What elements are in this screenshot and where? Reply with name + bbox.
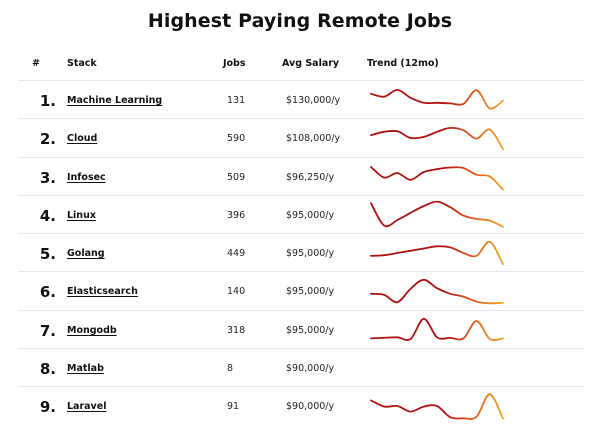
jobs-count: 509 bbox=[227, 171, 246, 183]
trend-sparkline bbox=[370, 393, 504, 421]
stack-link[interactable]: Machine Learning bbox=[67, 95, 163, 106]
table-row: 5. Golang 449 $95,000/y bbox=[18, 234, 584, 273]
rank-number: 8. bbox=[39, 360, 56, 379]
table-row: 9. Laravel 91 $90,000/y bbox=[18, 387, 584, 424]
avg-salary: $90,000/y bbox=[286, 401, 335, 413]
stack-link[interactable]: Infosec bbox=[67, 171, 106, 183]
trend-sparkline bbox=[370, 241, 504, 266]
jobs-count: 396 bbox=[227, 209, 246, 221]
trend-sparkline bbox=[370, 200, 504, 228]
stack-link[interactable]: Matlab bbox=[67, 363, 104, 375]
avg-salary: $95,000/y bbox=[286, 248, 335, 260]
trend-sparkline bbox=[370, 89, 504, 110]
avg-salary: $96,250/y bbox=[286, 171, 335, 183]
trend-sparkline bbox=[370, 317, 504, 341]
table-row: 1. Machine Learning 131 $130,000/y bbox=[18, 81, 584, 120]
trend-sparkline bbox=[367, 351, 507, 385]
avg-salary: $95,000/y bbox=[286, 324, 335, 336]
table-row: 4. Linux 396 $95,000/y bbox=[18, 196, 584, 235]
table-body: 1. Machine Learning 131 $130,000/y 2. Cloud 59… bbox=[18, 81, 584, 425]
jobs-count: 131 bbox=[227, 95, 246, 106]
stack-link[interactable]: Laravel bbox=[67, 401, 107, 413]
rank-number: 3. bbox=[39, 168, 56, 187]
trend-line bbox=[370, 165, 504, 191]
rank-number: 1. bbox=[39, 92, 56, 110]
rank-number: 6. bbox=[39, 283, 56, 302]
table-row: 3. Infosec 509 $96,250/y bbox=[18, 158, 584, 196]
rank-number: 9. bbox=[39, 398, 56, 417]
table-row: 6. Elasticsearch 140 $95,000/y bbox=[18, 272, 584, 311]
avg-salary: $130,000/y bbox=[286, 95, 341, 106]
trend-sparkline bbox=[370, 279, 504, 305]
rank-number: 2. bbox=[39, 130, 56, 149]
trend-line bbox=[370, 89, 504, 110]
rank-number: 7. bbox=[39, 321, 56, 340]
table-header: # Stack Jobs Avg Salary Trend (12mo) bbox=[18, 44, 584, 81]
jobs-count: 449 bbox=[227, 248, 246, 260]
table-row: 8. Matlab 8 $90,000/y bbox=[18, 349, 584, 388]
trend-line bbox=[370, 241, 504, 266]
stack-link[interactable]: Mongodb bbox=[67, 324, 117, 336]
trend-line bbox=[370, 317, 504, 341]
rank-number: 5. bbox=[39, 245, 56, 264]
trend-sparkline bbox=[370, 127, 504, 151]
jobs-count: 8 bbox=[227, 363, 234, 375]
table-row: 7. Mongodb 318 $95,000/y bbox=[18, 311, 584, 350]
trend-line bbox=[370, 393, 504, 421]
page-title: Highest Paying Remote Jobs bbox=[147, 10, 453, 32]
stack-link[interactable]: Golang bbox=[67, 248, 105, 260]
avg-salary: $90,000/y bbox=[286, 363, 335, 375]
jobs-count: 318 bbox=[227, 324, 246, 336]
avg-salary: $95,000/y bbox=[286, 209, 335, 221]
trend-line bbox=[370, 200, 504, 228]
jobs-count: 590 bbox=[227, 133, 246, 145]
rank-number: 4. bbox=[39, 206, 56, 225]
column-header-stack: Stack bbox=[67, 58, 97, 69]
stack-link[interactable]: Elasticsearch bbox=[67, 286, 138, 298]
jobs-count: 140 bbox=[227, 286, 246, 298]
avg-salary: $95,000/y bbox=[286, 286, 335, 298]
trend-sparkline bbox=[370, 165, 504, 191]
stack-link[interactable]: Cloud bbox=[67, 133, 98, 145]
column-header-rank: # bbox=[32, 58, 40, 69]
stack-link[interactable]: Linux bbox=[67, 209, 96, 221]
column-header-jobs: Jobs bbox=[223, 58, 246, 69]
column-header-trend: Trend (12mo) bbox=[367, 58, 439, 69]
avg-salary: $108,000/y bbox=[286, 133, 341, 145]
trend-line bbox=[370, 279, 504, 305]
trend-line bbox=[370, 127, 504, 151]
jobs-table: # Stack Jobs Avg Salary Trend (12mo) 1. M… bbox=[18, 44, 584, 425]
table-row: 2. Cloud 590 $108,000/y bbox=[18, 119, 584, 158]
column-header-salary: Avg Salary bbox=[282, 58, 340, 69]
jobs-count: 91 bbox=[227, 401, 240, 413]
